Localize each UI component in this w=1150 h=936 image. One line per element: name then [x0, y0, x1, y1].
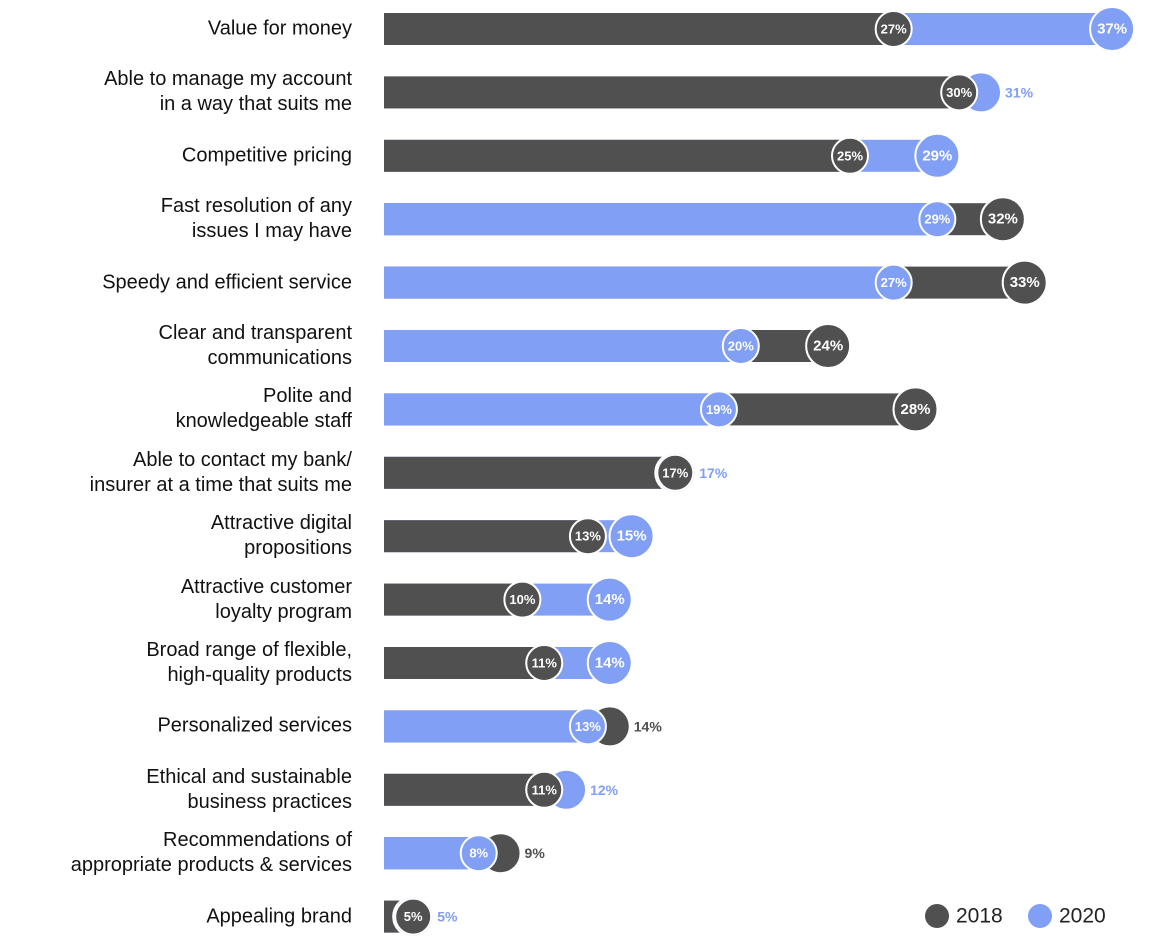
category-label: Competitive pricing — [181, 144, 352, 167]
value-label: 28% — [901, 401, 931, 418]
category-label: Speedy and efficient service — [102, 271, 352, 294]
category-label: Recommendations of appropriate products … — [70, 829, 352, 877]
value-label: 13% — [575, 529, 601, 544]
category-label: Personalized services — [157, 714, 352, 737]
value-label: 14% — [634, 718, 663, 734]
bar — [384, 13, 894, 45]
value-dot — [831, 136, 869, 175]
category-label: Fast resolution of any issues I may have — [160, 195, 352, 243]
value-dot — [979, 196, 1026, 243]
category-label: Polite and knowledgeable staff — [175, 385, 352, 433]
bar — [384, 520, 588, 553]
value-dot — [721, 327, 760, 365]
bar — [384, 203, 938, 236]
value-label: 20% — [728, 339, 754, 354]
value-label: 29% — [924, 212, 950, 227]
value-dot — [608, 513, 655, 560]
value-dot — [656, 453, 695, 492]
value-dot — [1001, 259, 1048, 306]
value-label: 9% — [525, 845, 546, 861]
value-dot — [525, 644, 564, 682]
value-label: 13% — [575, 719, 601, 734]
value-dot — [699, 390, 738, 429]
value-dot — [586, 576, 633, 623]
bar — [384, 330, 741, 362]
value-dot — [892, 386, 939, 433]
value-dot — [874, 10, 913, 48]
value-label: 27% — [881, 22, 907, 37]
value-label: 37% — [1097, 21, 1127, 38]
value-label: 33% — [1010, 274, 1040, 291]
category-label: Broad range of flexible, high-quality pr… — [146, 639, 352, 686]
category-label: Value for money — [207, 17, 352, 40]
value-label: 19% — [706, 402, 732, 417]
value-label: 17% — [662, 465, 688, 480]
category-label: Attractive customer loyalty program — [180, 575, 352, 623]
value-label: 32% — [988, 211, 1018, 228]
value-label: 14% — [595, 655, 625, 672]
value-label: 25% — [837, 148, 863, 163]
value-dot — [918, 200, 957, 239]
value-dot — [940, 73, 979, 112]
value-dot — [568, 517, 607, 556]
value-label: 31% — [1005, 84, 1034, 100]
value-dot — [525, 770, 564, 809]
value-dot — [874, 263, 913, 302]
value-label: 17% — [699, 465, 728, 481]
bar — [384, 139, 850, 172]
category-label: Clear and transparent communications — [158, 322, 352, 369]
bar — [384, 647, 545, 679]
value-label: 5% — [437, 909, 458, 925]
value-dot — [805, 323, 852, 369]
category-label: Ethical and sustainable business practic… — [146, 765, 352, 813]
legend-swatch — [925, 904, 949, 928]
value-label: 14% — [595, 591, 625, 608]
bar — [384, 393, 719, 426]
value-label: 27% — [881, 275, 907, 290]
bar — [384, 76, 960, 109]
value-label: 10% — [509, 592, 535, 607]
value-label: 11% — [532, 656, 558, 671]
value-label: 24% — [813, 338, 843, 355]
value-dot — [1089, 6, 1136, 52]
bar — [384, 773, 545, 806]
value-dot — [394, 897, 433, 936]
category-label: Appealing brand — [206, 905, 352, 928]
bar — [384, 266, 894, 299]
value-label: 8% — [469, 846, 488, 861]
bar — [384, 583, 523, 616]
value-label: 5% — [404, 909, 423, 924]
category-label: Able to manage my account in a way that … — [104, 68, 352, 116]
category-label: Able to contact my bank/ insurer at a ti… — [89, 448, 352, 496]
value-dot — [914, 132, 961, 179]
value-dot — [568, 707, 607, 746]
bar — [384, 710, 588, 743]
value-dot — [586, 640, 633, 686]
value-dot — [503, 580, 542, 619]
bar — [384, 456, 676, 489]
value-label: 29% — [922, 147, 952, 164]
category-label: Attractive digital propositions — [210, 512, 352, 560]
legend-swatch — [1028, 904, 1052, 928]
value-dot — [459, 834, 498, 873]
value-label: 15% — [617, 528, 647, 545]
value-label: 30% — [946, 85, 972, 100]
value-label: 12% — [590, 782, 619, 798]
legend-label: 2018 — [956, 905, 1003, 928]
legend-label: 2020 — [1059, 905, 1106, 928]
value-label: 11% — [532, 782, 558, 797]
